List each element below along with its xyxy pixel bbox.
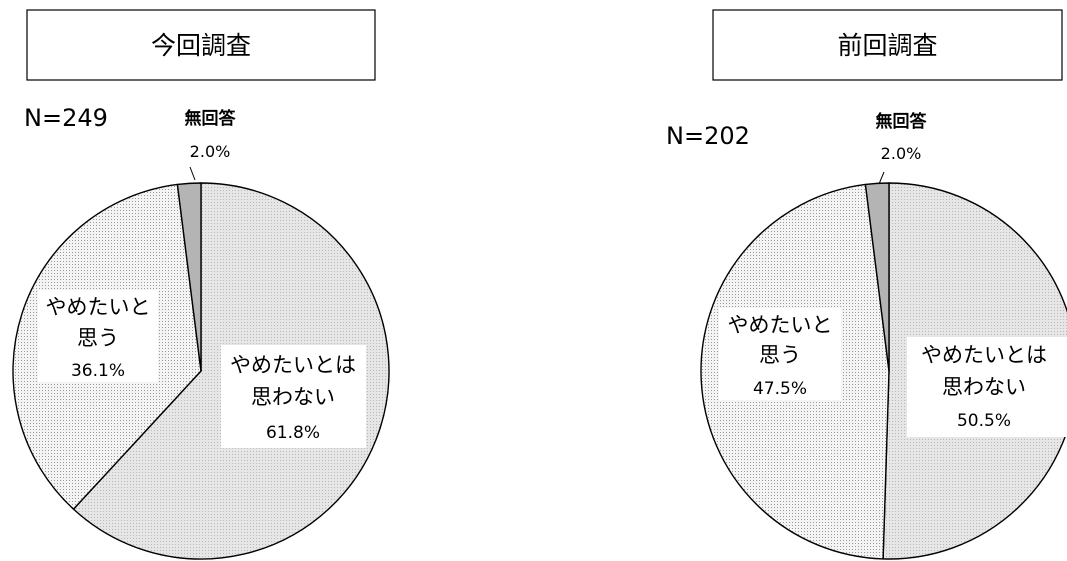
slice-value-label: 36.1% (71, 361, 125, 381)
slice-label-background (719, 308, 841, 400)
slice-label: 思う (77, 326, 119, 350)
slice-value-label: 2.0% (881, 144, 922, 163)
chart-title: 前回調査 (837, 31, 937, 60)
slice-value-label: 61.8% (266, 423, 320, 443)
slice-label: 思う (759, 343, 801, 367)
chart-title: 今回調査 (151, 31, 251, 60)
slice-label: やめたいとは (230, 353, 356, 377)
slice-value-label: 47.5% (753, 379, 807, 399)
slice-label: やめたいとは (921, 343, 1047, 367)
chart-title-box (712, 9, 1063, 81)
slice-label: 思わない (251, 385, 335, 409)
slice-label-background (38, 290, 158, 382)
sample-size-label: N=249 (24, 104, 108, 132)
slice-label-background (221, 345, 366, 448)
slice-value-label: 2.0% (190, 142, 231, 161)
slice-label: 思わない (942, 375, 1026, 399)
slice-label: やめたいと (46, 295, 151, 319)
sample-size-label: N=202 (666, 122, 750, 150)
slice-label: 無回答 (185, 108, 237, 129)
pie-slice-2 (176, 182, 202, 372)
pie-slice-2 (864, 182, 890, 372)
leader-line (189, 166, 196, 181)
chart-title-box (26, 9, 376, 81)
leader-line (878, 171, 885, 185)
slice-label-background (907, 337, 1067, 437)
slice-label: 無回答 (876, 111, 928, 132)
slice-label: やめたいと (728, 313, 833, 337)
slice-value-label: 50.5% (957, 411, 1011, 431)
